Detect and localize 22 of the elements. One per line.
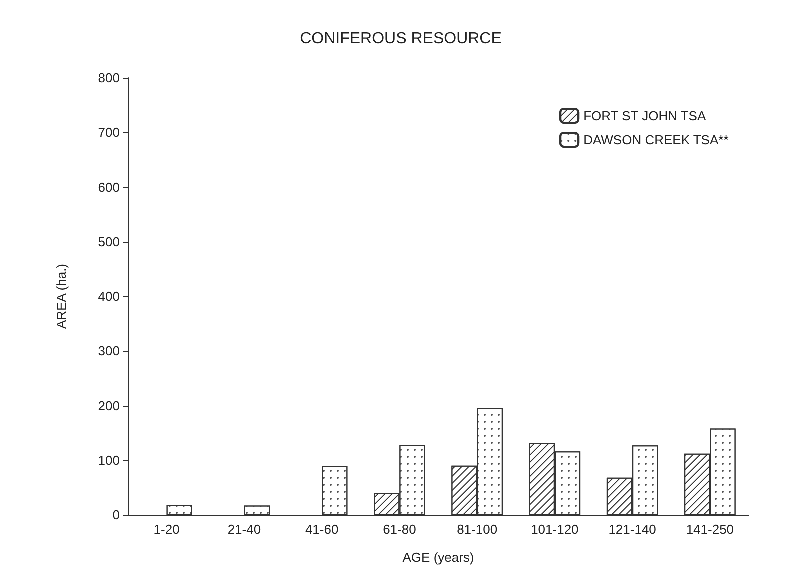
x-tick-label: 41-60 [305,522,339,537]
y-tick-label: 800 [98,70,120,86]
x-tick-label: 21-40 [228,522,262,537]
y-tick-label: 700 [98,125,120,140]
y-tick-label: 200 [98,398,120,414]
legend-label: FORT ST JOHN TSA [584,108,706,124]
y-tick-label: 400 [98,289,120,304]
y-tick-label: 300 [98,344,120,359]
x-tick-label: 121-140 [608,522,656,537]
x-tick-label: 1-20 [154,522,180,537]
y-tick-label: 500 [98,234,120,250]
y-axis-title: AREA (ha.) [54,264,69,330]
y-tick-label: 0 [112,508,120,522]
x-tick-label: 101-120 [531,522,579,537]
y-tick-label: 100 [98,452,120,468]
y-tick-label: 600 [98,180,120,195]
x-tick-label: 141-250 [686,522,734,537]
chart-title: CONIFEROUS RESOURCE [300,30,502,48]
legend-label: DAWSON CREEK TSA** [584,132,729,148]
x-tick-label: 81-100 [457,522,498,537]
x-tick-label: 61-80 [383,522,416,537]
x-axis-title: AGE (years) [402,550,474,565]
